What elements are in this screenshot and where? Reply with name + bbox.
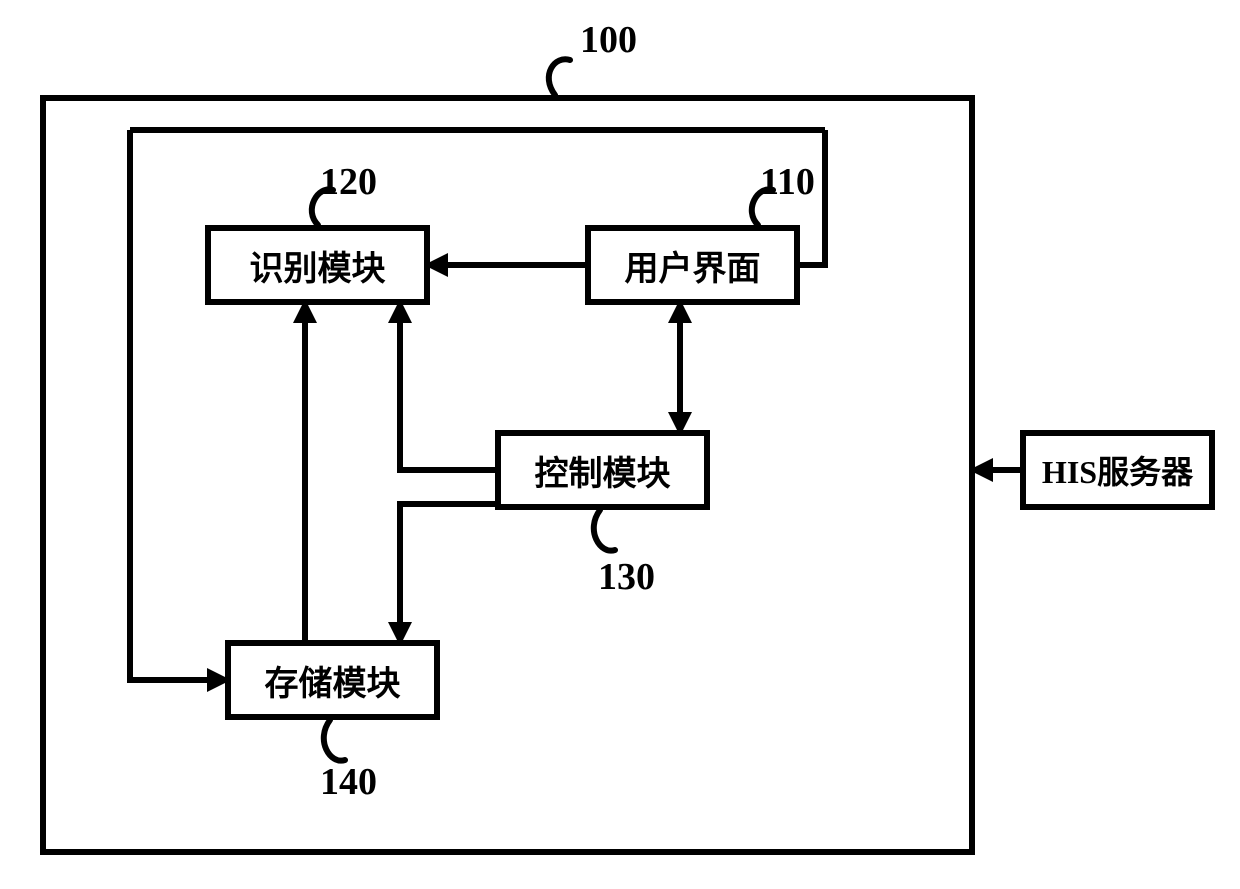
node-ui-label: 用户界面 — [625, 241, 761, 290]
diagram-canvas: { "diagram": { "type": "flowchart", "can… — [0, 0, 1240, 889]
node-storage-module: 存储模块 — [225, 640, 440, 720]
node-recognition-label: 识别模块 — [250, 241, 386, 290]
node-recognition-module: 识别模块 — [205, 225, 430, 305]
node-control-label: 控制模块 — [535, 446, 671, 495]
ref-label-110: 110 — [760, 160, 815, 204]
ref-label-100: 100 — [580, 18, 637, 62]
node-his-label: HIS服务器 — [1042, 447, 1193, 493]
ref-label-120: 120 — [320, 160, 377, 204]
ref-label-140: 140 — [320, 760, 377, 804]
node-storage-label: 存储模块 — [265, 656, 401, 705]
node-user-interface: 用户界面 — [585, 225, 800, 305]
node-his-server: HIS服务器 — [1020, 430, 1215, 510]
node-control-module: 控制模块 — [495, 430, 710, 510]
ref-label-130: 130 — [598, 555, 655, 599]
